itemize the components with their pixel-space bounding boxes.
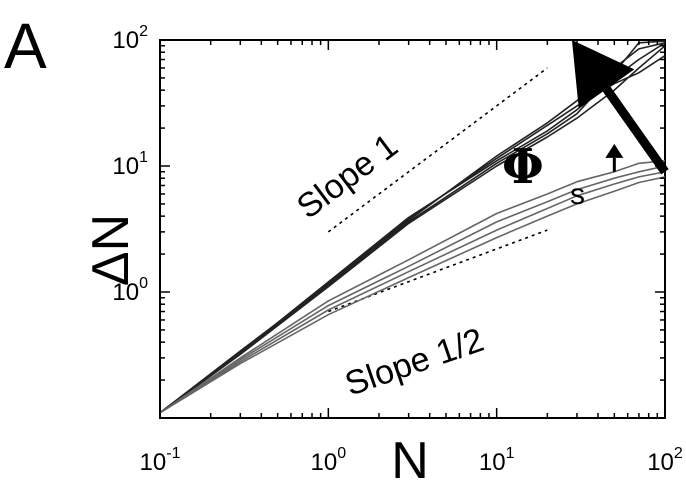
big-arrow-shaft (602, 86, 669, 175)
x-tick-label: 100 (311, 445, 347, 476)
series-line-lower (160, 165, 665, 414)
small-arrow-head (605, 143, 624, 158)
y-tick-label: 100 (112, 275, 148, 306)
series-line-lower (160, 171, 665, 414)
panel-label: A (4, 10, 47, 82)
slope-half-annotation: Slope 1/2 (340, 321, 488, 404)
tick-labels: 10-1 100 101 102 100 101 102 (112, 23, 683, 476)
x-axis-label: N (391, 432, 429, 481)
slope-1-annotation: Slope 1 (290, 127, 405, 227)
series-line-lower (160, 160, 665, 414)
series-line-upper (160, 55, 665, 414)
x-tick-label: 102 (647, 445, 683, 476)
y-tick-label: 102 (112, 23, 148, 54)
plot-frame (159, 39, 666, 419)
y-tick-label: 101 (112, 149, 148, 180)
series-line-lower (160, 176, 665, 414)
x-tick-label: 101 (479, 445, 515, 476)
big-arrow-head (571, 40, 635, 109)
ticks-layer (159, 40, 665, 419)
phi-symbol: Φ (502, 139, 544, 195)
phi-subscript: s (570, 178, 585, 211)
x-tick-label: 10-1 (140, 445, 181, 476)
y-axis-label: ΔN (82, 214, 140, 286)
series-line-upper (160, 40, 665, 414)
arrows-layer (571, 40, 669, 175)
